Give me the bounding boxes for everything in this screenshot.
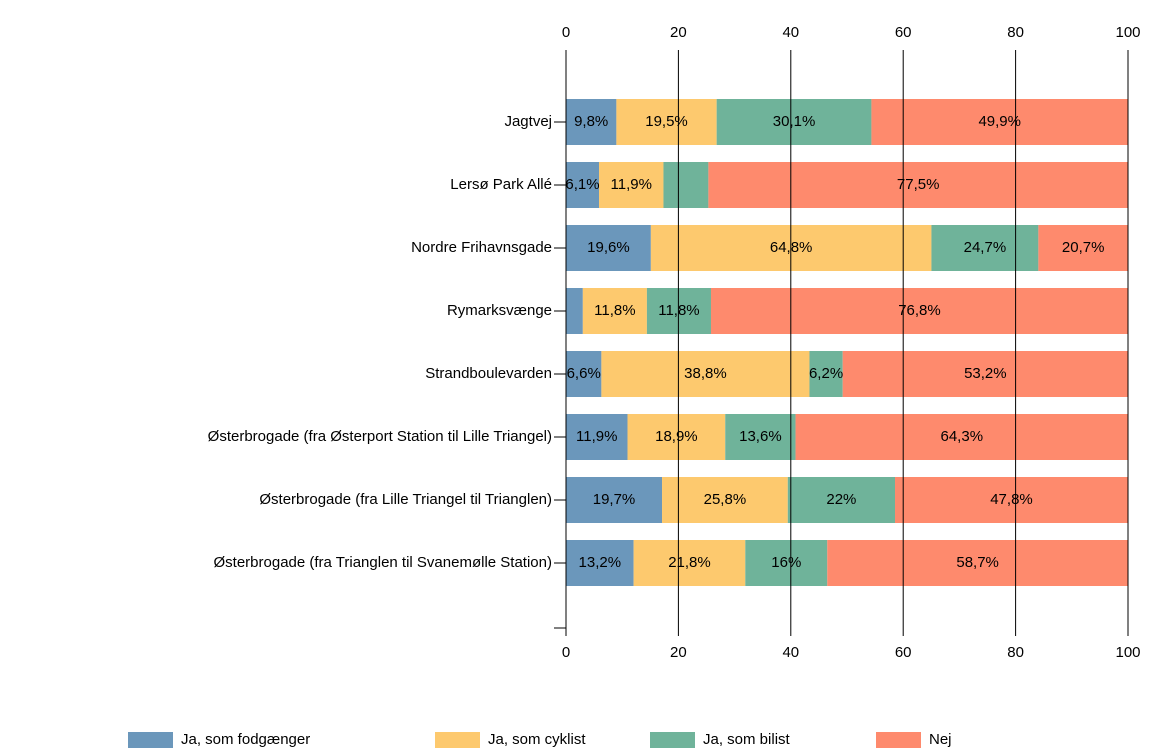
data-label: 53,2% — [964, 365, 1007, 382]
bar-segment — [627, 414, 726, 460]
y-tick-label: Lersø Park Allé — [450, 176, 552, 193]
bar-segment — [795, 414, 1128, 460]
legend-swatch — [435, 732, 480, 748]
bar-segment — [787, 477, 896, 523]
y-tick-label: Rymarksvænge — [447, 302, 552, 319]
data-label: 11,8% — [594, 302, 635, 319]
data-label: 77,5% — [897, 176, 940, 193]
y-tick-label: Nordre Frihavnsgade — [411, 239, 552, 256]
bar-segment — [566, 414, 628, 460]
x-tick-label: 100 — [1115, 24, 1140, 41]
bar-segment — [616, 99, 717, 145]
data-label: 21,8% — [668, 554, 711, 571]
data-label: 47,8% — [990, 491, 1033, 508]
legend-swatch — [128, 732, 173, 748]
y-tick-label: Østerbrogade (fra Lille Triangel til Tri… — [259, 491, 552, 508]
x-tick-label: 0 — [562, 24, 570, 41]
x-tick-label: 60 — [895, 644, 912, 661]
y-tick-label: Strandboulevarden — [425, 365, 552, 382]
data-label: 16% — [771, 554, 801, 571]
legend-label: Ja, som cyklist — [488, 731, 586, 748]
y-tick-label: Østerbrogade (fra Trianglen til Svanemøl… — [214, 554, 553, 571]
bar-segment — [566, 540, 634, 586]
x-tick-label: 40 — [782, 24, 799, 41]
data-label: 11,8% — [658, 302, 699, 319]
x-tick-label: 40 — [782, 644, 799, 661]
y-tick-label: Østerbrogade (fra Østerport Station til … — [208, 428, 552, 445]
bar-segment — [809, 351, 843, 397]
bar-segment — [725, 414, 796, 460]
data-label: 38,8% — [684, 365, 727, 382]
x-tick-label: 60 — [895, 24, 912, 41]
bar-segment — [566, 225, 651, 271]
data-label: 6,2% — [809, 365, 843, 382]
data-label: 19,6% — [587, 239, 630, 256]
data-label: 18,9% — [655, 428, 698, 445]
legend-label: Ja, som fodgænger — [181, 731, 310, 748]
data-label: 58,7% — [956, 554, 999, 571]
bar-segment — [633, 540, 746, 586]
bar-segment — [662, 477, 788, 523]
legend-swatch — [650, 732, 695, 748]
data-label: 13,6% — [739, 428, 782, 445]
data-label: 11,9% — [611, 176, 652, 193]
data-label: 24,7% — [964, 239, 1007, 256]
data-label: 6,6% — [567, 365, 601, 382]
bar-segment — [842, 351, 1128, 397]
bar-segment — [601, 351, 810, 397]
data-label: 19,7% — [593, 491, 636, 508]
legend-label: Nej — [929, 731, 952, 748]
bar-segment — [566, 288, 583, 334]
bar-segment — [931, 225, 1039, 271]
bar-segment — [716, 99, 872, 145]
legend-swatch — [876, 732, 921, 748]
bar-segment — [646, 288, 711, 334]
bar-segment — [871, 99, 1128, 145]
data-label: 64,8% — [770, 239, 813, 256]
data-label: 30,1% — [773, 113, 816, 130]
data-label: 22% — [826, 491, 856, 508]
data-label: 25,8% — [704, 491, 747, 508]
x-tick-label: 0 — [562, 644, 570, 661]
data-label: 13,2% — [579, 554, 622, 571]
data-label: 6,1% — [565, 176, 599, 193]
bar-segment — [566, 162, 600, 208]
bar-segment — [1038, 225, 1128, 271]
bar-segment — [708, 162, 1128, 208]
x-tick-label: 80 — [1007, 24, 1024, 41]
bar-segment — [710, 288, 1128, 334]
x-tick-label: 80 — [1007, 644, 1024, 661]
data-label: 49,9% — [978, 113, 1021, 130]
y-tick-label: Jagtvej — [504, 113, 552, 130]
x-tick-label: 100 — [1115, 644, 1140, 661]
data-label: 11,9% — [576, 428, 617, 445]
data-label: 76,8% — [898, 302, 941, 319]
bar-segment — [827, 540, 1128, 586]
x-tick-label: 20 — [670, 644, 687, 661]
bar-segment — [566, 351, 602, 397]
data-label: 19,5% — [645, 113, 688, 130]
data-label: 9,8% — [574, 113, 608, 130]
legend-label: Ja, som bilist — [703, 731, 791, 748]
data-label: 64,3% — [941, 428, 984, 445]
bar-segment — [566, 99, 617, 145]
bar-segment — [663, 162, 709, 208]
bar-segment — [895, 477, 1128, 523]
data-label: 20,7% — [1062, 239, 1105, 256]
bar-segment — [582, 288, 647, 334]
x-tick-label: 20 — [670, 24, 687, 41]
bar-segment — [566, 477, 663, 523]
bar-segment — [745, 540, 828, 586]
bar-segment — [599, 162, 664, 208]
